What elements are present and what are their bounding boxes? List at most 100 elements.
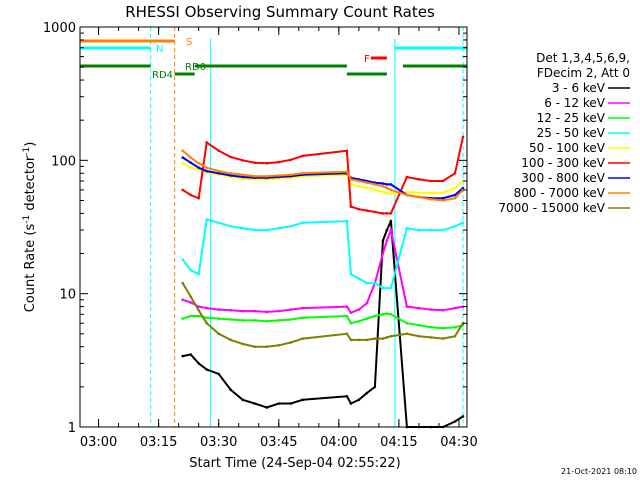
data-point	[453, 334, 457, 338]
data-point	[253, 402, 256, 405]
series-line-3	[182, 312, 464, 330]
series-line-2	[182, 226, 464, 314]
flag-label-f: F	[364, 54, 370, 65]
data-point	[265, 345, 269, 349]
data-point	[349, 272, 353, 276]
data-point	[189, 295, 192, 298]
data-point	[365, 209, 369, 212]
data-point	[265, 162, 269, 165]
y-tick-label: 1000	[43, 21, 76, 36]
data-point	[381, 337, 385, 340]
data-point	[181, 156, 184, 159]
flag-label-rd0: RD0	[185, 62, 206, 73]
data-point	[429, 336, 433, 339]
data-point	[357, 184, 361, 188]
data-point	[405, 193, 409, 197]
data-point	[289, 318, 293, 321]
data-point	[389, 313, 393, 316]
series-line-8	[182, 149, 464, 202]
data-point	[453, 420, 457, 423]
data-point	[429, 198, 433, 201]
data-point	[217, 169, 220, 173]
data-point	[229, 309, 232, 312]
data-point	[217, 172, 220, 175]
data-point	[453, 186, 457, 190]
data-point	[197, 166, 200, 169]
data-point	[181, 162, 184, 165]
data-point	[373, 210, 377, 214]
series-line-4	[181, 218, 464, 290]
data-point	[429, 308, 433, 311]
data-point	[253, 345, 256, 349]
data-point	[389, 192, 393, 196]
data-point	[417, 178, 421, 181]
data-point	[289, 402, 293, 405]
data-point	[453, 225, 457, 228]
data-point	[289, 308, 293, 311]
data-point	[181, 298, 184, 302]
data-point	[441, 309, 445, 312]
data-point	[301, 316, 305, 320]
data-point	[417, 191, 421, 195]
data-point	[217, 332, 220, 336]
data-point	[349, 338, 353, 342]
data-point	[345, 149, 349, 152]
data-point	[289, 173, 293, 176]
data-point	[385, 239, 389, 242]
data-point	[461, 186, 465, 190]
data-point	[417, 195, 421, 199]
data-point	[429, 191, 433, 195]
data-point	[241, 159, 244, 162]
data-point	[389, 188, 393, 192]
data-point	[289, 225, 293, 228]
data-point	[301, 172, 305, 175]
data-point	[373, 188, 377, 192]
data-point	[373, 385, 377, 389]
data-point	[217, 372, 220, 376]
data-point	[389, 183, 393, 186]
data-point	[217, 308, 220, 311]
data-point	[365, 186, 369, 190]
data-point	[373, 337, 377, 340]
data-point	[389, 212, 393, 215]
data-point	[345, 219, 349, 223]
data-point	[189, 314, 192, 318]
data-point	[229, 318, 232, 321]
data-point	[345, 314, 349, 318]
data-point	[197, 309, 200, 312]
data-point	[349, 321, 353, 325]
y-axis-label: Count Rate (s-1 detector-1)	[22, 142, 38, 313]
data-point	[453, 172, 457, 175]
legend-entry-label: 100 - 300 keV	[521, 156, 605, 170]
data-point	[205, 316, 208, 320]
data-point	[373, 314, 377, 318]
data-point	[241, 342, 244, 346]
data-point	[197, 314, 200, 318]
legend-header: FDecim 2, Att 0	[537, 66, 630, 80]
data-point	[205, 166, 208, 169]
data-point	[417, 306, 421, 310]
data-point	[265, 174, 269, 178]
data-point	[381, 313, 385, 316]
data-point	[365, 281, 369, 285]
data-point	[357, 398, 361, 402]
data-point	[277, 402, 281, 405]
data-point	[241, 398, 244, 402]
data-point	[441, 327, 445, 330]
data-point	[385, 186, 389, 190]
data-point	[189, 353, 192, 356]
legend-entry-label: 800 - 7000 keV	[514, 186, 606, 200]
data-point	[197, 362, 200, 365]
data-point	[277, 319, 281, 322]
data-point	[349, 178, 353, 181]
y-axis-label-part: )	[23, 142, 38, 147]
data-point	[357, 320, 361, 323]
data-point	[189, 301, 192, 304]
data-point	[205, 368, 208, 371]
data-point	[345, 170, 349, 174]
data-point	[461, 135, 465, 139]
x-axis: 03:00 03:15 03:30 03:45 04:00 04:15 04:30	[80, 27, 478, 450]
legend-header: Det 1,3,4,5,6,9,	[536, 51, 630, 65]
data-point	[405, 175, 409, 179]
